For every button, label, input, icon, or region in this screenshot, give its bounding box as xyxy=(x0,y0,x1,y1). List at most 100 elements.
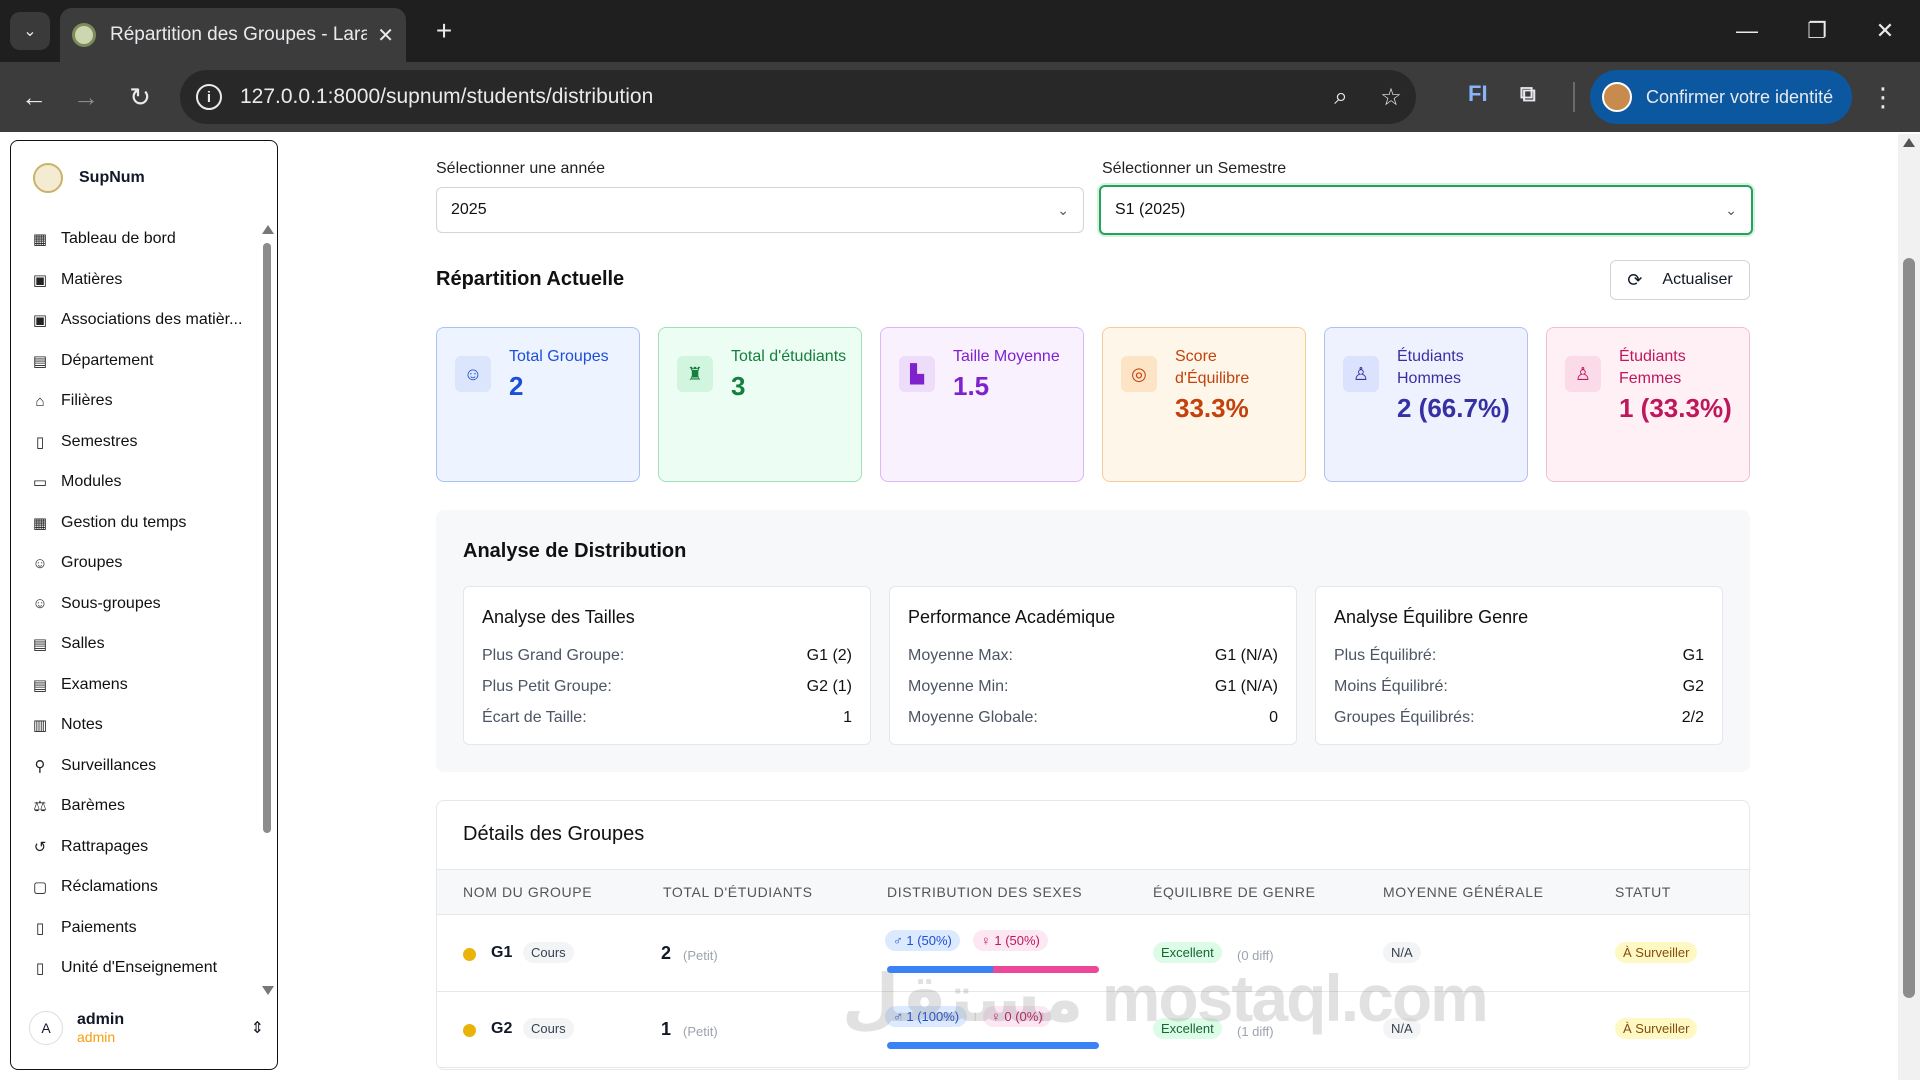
analysis-card: Performance Académique Moyenne Max: G1 (N/… xyxy=(889,586,1297,745)
column-header[interactable]: STATUT xyxy=(1615,884,1671,900)
restore-icon[interactable]: ❐ xyxy=(1807,18,1827,43)
clipboard-icon: ▥ xyxy=(32,717,48,735)
metric-label: Plus Petit Groupe: xyxy=(482,677,612,695)
extensions-puzzle-icon[interactable]: ⧉ xyxy=(1520,81,1536,106)
url-text[interactable]: 127.0.0.1:8000/supnum/students/distribut… xyxy=(240,85,654,108)
metric-row: Moyenne Globale: 0 xyxy=(908,702,1278,733)
sidebar-item[interactable]: ▤ Salles xyxy=(29,624,249,665)
gender-bar xyxy=(887,966,1099,973)
stat-value: 1 (33.3%) xyxy=(1619,393,1732,423)
analysis-title: Analyse de Distribution xyxy=(463,540,687,562)
metric-row: Plus Petit Groupe: G2 (1) xyxy=(482,671,852,702)
forward-icon[interactable]: → xyxy=(73,81,99,112)
site-info-icon[interactable]: i xyxy=(196,84,222,110)
metric-label: Moyenne Min: xyxy=(908,677,1009,695)
sidebar-item[interactable]: ▯ Paiements xyxy=(29,908,249,949)
column-header[interactable]: TOTAL D'ÉTUDIANTS xyxy=(663,884,813,900)
gender-bar xyxy=(887,1042,1099,1049)
sidebar-item[interactable]: ☺ Groupes xyxy=(29,543,249,584)
column-header[interactable]: ÉQUILIBRE DE GENRE xyxy=(1153,884,1316,900)
metric-row: Groupes Équilibrés: 2/2 xyxy=(1334,702,1704,733)
grid-icon: ▦ xyxy=(32,231,48,249)
column-header[interactable]: DISTRIBUTION DES SEXES xyxy=(887,884,1083,900)
metric-value: G1 (N/A) xyxy=(1214,646,1278,664)
back-icon[interactable]: ← xyxy=(21,81,47,112)
sidebar-item[interactable]: ▢ Réclamations xyxy=(29,867,249,908)
sidebar-item[interactable]: ▤ Examens xyxy=(29,665,249,706)
sidebar-scrollbar[interactable] xyxy=(261,225,274,995)
browser-toolbar: ← → ↻ i 127.0.0.1:8000/supnum/students/d… xyxy=(0,62,1920,132)
reload-icon[interactable]: ↻ xyxy=(129,81,151,112)
scrollbar-thumb[interactable] xyxy=(1903,258,1915,998)
stat-text: Total Groupes 2 xyxy=(509,346,629,403)
new-tab-button[interactable]: + xyxy=(435,15,453,46)
chevron-up-down-icon[interactable]: ⇕ xyxy=(250,1020,264,1037)
extension-fi-icon[interactable]: FI xyxy=(1468,81,1488,106)
sidebar-item[interactable]: ▣ Matières xyxy=(29,260,249,301)
open-book-icon: ▯ xyxy=(35,919,45,937)
year-select[interactable]: 2025 ⌄ xyxy=(436,187,1084,233)
average-badge: N/A xyxy=(1383,1018,1421,1039)
user-menu[interactable]: A admin admin ⇕ xyxy=(29,1011,264,1045)
type-badge: Cours xyxy=(523,942,574,963)
stat-card: ♜ Total d'étudiants 3 xyxy=(658,327,862,482)
sidebar-item[interactable]: ▯ Unité d'Enseignement xyxy=(29,948,249,989)
user-watch-icon: ⚲ xyxy=(34,757,46,775)
close-tab-icon[interactable]: ✕ xyxy=(377,24,394,47)
sidebar-item[interactable]: ⌂ Filières xyxy=(29,381,249,422)
scroll-up-icon[interactable] xyxy=(262,225,274,234)
sidebar-item[interactable]: ▦ Gestion du temps xyxy=(29,503,249,544)
browser-tab[interactable]: Répartition des Groupes - Larav ✕ xyxy=(60,8,406,62)
table-row[interactable]: G1 Cours 2 (Petit) ♂ 1 (50%) ♀ 1 (50%) Excelle… xyxy=(437,916,1749,992)
page-scrollbar[interactable] xyxy=(1898,134,1920,1080)
female-bar-fill xyxy=(993,966,1099,973)
total-count: 1 xyxy=(661,1019,672,1039)
column-header[interactable]: MOYENNE GÉNÉRALE xyxy=(1383,884,1544,900)
address-bar[interactable]: i 127.0.0.1:8000/supnum/students/distrib… xyxy=(180,70,1416,124)
tab-search-button[interactable]: ⌄ xyxy=(10,12,50,50)
average-badge: N/A xyxy=(1383,942,1421,963)
browser-menu-icon[interactable]: ⋮ xyxy=(1870,82,1896,112)
close-window-icon[interactable]: ✕ xyxy=(1875,18,1895,43)
year-label: Sélectionner une année xyxy=(436,160,606,177)
sidebar-item[interactable]: ▭ Modules xyxy=(29,462,249,503)
sidebar-item[interactable]: ▯ Semestres xyxy=(29,422,249,463)
semester-select[interactable]: S1 (2025) ⌄ xyxy=(1099,185,1753,235)
scroll-down-icon[interactable] xyxy=(262,986,274,995)
sidebar-item[interactable]: ▤ Département xyxy=(29,341,249,382)
table-row[interactable]: G2 Cours 1 (Petit) ♂ 1 (100%) ♀ 0 (0%) Excelle… xyxy=(437,992,1749,1068)
sidebar-item[interactable]: ☺ Sous-groupes xyxy=(29,584,249,625)
bookmark-star-icon[interactable]: ☆ xyxy=(1380,83,1402,111)
sidebar-item[interactable]: ▦ Tableau de bord xyxy=(29,219,249,260)
stat-card: ☺ Total Groupes 2 xyxy=(436,327,640,482)
sidebar-item-label: Semestres xyxy=(61,432,138,450)
sidebar-item[interactable]: ▥ Notes xyxy=(29,705,249,746)
details-title: Détails des Groupes xyxy=(463,823,645,845)
sidebar-item[interactable]: ⚖ Barèmes xyxy=(29,786,249,827)
sidebar-item[interactable]: ↺ Rattrapages xyxy=(29,827,249,868)
stat-title: Total Groupes xyxy=(509,348,609,365)
identity-button[interactable]: Confirmer votre identité xyxy=(1590,70,1852,124)
column-header[interactable]: NOM DU GROUPE xyxy=(463,884,593,900)
profile-avatar xyxy=(1602,82,1632,112)
metric-row: Moyenne Max: G1 (N/A) xyxy=(908,640,1278,671)
identity-label: Confirmer votre identité xyxy=(1646,86,1834,107)
message-icon: ▢ xyxy=(32,879,48,897)
minimize-icon[interactable]: — xyxy=(1736,18,1758,43)
stat-title: Étudiants Hommes xyxy=(1397,348,1464,387)
zoom-icon[interactable]: ⌕ xyxy=(1334,83,1348,110)
scroll-up-icon[interactable] xyxy=(1903,138,1915,147)
sidebar-item[interactable]: ⚲ Surveillances xyxy=(29,746,249,787)
sidebar-item[interactable]: ▣ Associations des matièr... xyxy=(29,300,249,341)
building-icon: ▤ xyxy=(32,352,48,370)
stat-text: Score d'Équilibre 33.3% xyxy=(1175,346,1295,425)
refresh-button[interactable]: ⟳ Actualiser xyxy=(1610,260,1750,300)
sidebar-item-label: Salles xyxy=(61,635,105,653)
metric-value: G1 (2) xyxy=(806,646,852,664)
table-header: NOM DU GROUPE TOTAL D'ÉTUDIANTS DISTRIBUTI… xyxy=(437,869,1749,915)
scrollbar-thumb[interactable] xyxy=(263,243,271,833)
document-icon: ▤ xyxy=(32,676,48,694)
status-badge: À Surveiller xyxy=(1615,1018,1698,1039)
brand[interactable]: SupNum xyxy=(33,163,145,193)
status-badge: À Surveiller xyxy=(1615,942,1698,963)
